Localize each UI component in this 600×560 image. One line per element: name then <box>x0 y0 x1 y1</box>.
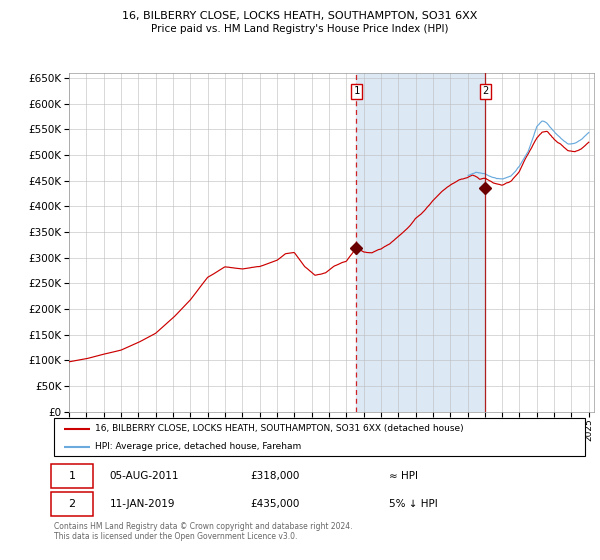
Text: 1: 1 <box>353 86 359 96</box>
Text: 16, BILBERRY CLOSE, LOCKS HEATH, SOUTHAMPTON, SO31 6XX (detached house): 16, BILBERRY CLOSE, LOCKS HEATH, SOUTHAM… <box>95 424 464 433</box>
Text: 1: 1 <box>68 471 76 481</box>
Text: Contains HM Land Registry data © Crown copyright and database right 2024.: Contains HM Land Registry data © Crown c… <box>54 522 353 531</box>
Text: ≈ HPI: ≈ HPI <box>389 471 418 481</box>
Text: Price paid vs. HM Land Registry's House Price Index (HPI): Price paid vs. HM Land Registry's House … <box>151 24 449 34</box>
Text: 11-JAN-2019: 11-JAN-2019 <box>110 499 175 509</box>
Text: £435,000: £435,000 <box>250 499 300 509</box>
Bar <box>356 73 485 412</box>
Text: £318,000: £318,000 <box>250 471 300 481</box>
Text: 05-AUG-2011: 05-AUG-2011 <box>110 471 179 481</box>
FancyBboxPatch shape <box>52 492 93 516</box>
Text: This data is licensed under the Open Government Licence v3.0.: This data is licensed under the Open Gov… <box>54 532 298 541</box>
Text: 5% ↓ HPI: 5% ↓ HPI <box>389 499 437 509</box>
Text: 16, BILBERRY CLOSE, LOCKS HEATH, SOUTHAMPTON, SO31 6XX: 16, BILBERRY CLOSE, LOCKS HEATH, SOUTHAM… <box>122 11 478 21</box>
FancyBboxPatch shape <box>52 464 93 488</box>
Text: 2: 2 <box>482 86 488 96</box>
Text: 2: 2 <box>68 499 76 509</box>
Text: HPI: Average price, detached house, Fareham: HPI: Average price, detached house, Fare… <box>95 442 302 451</box>
